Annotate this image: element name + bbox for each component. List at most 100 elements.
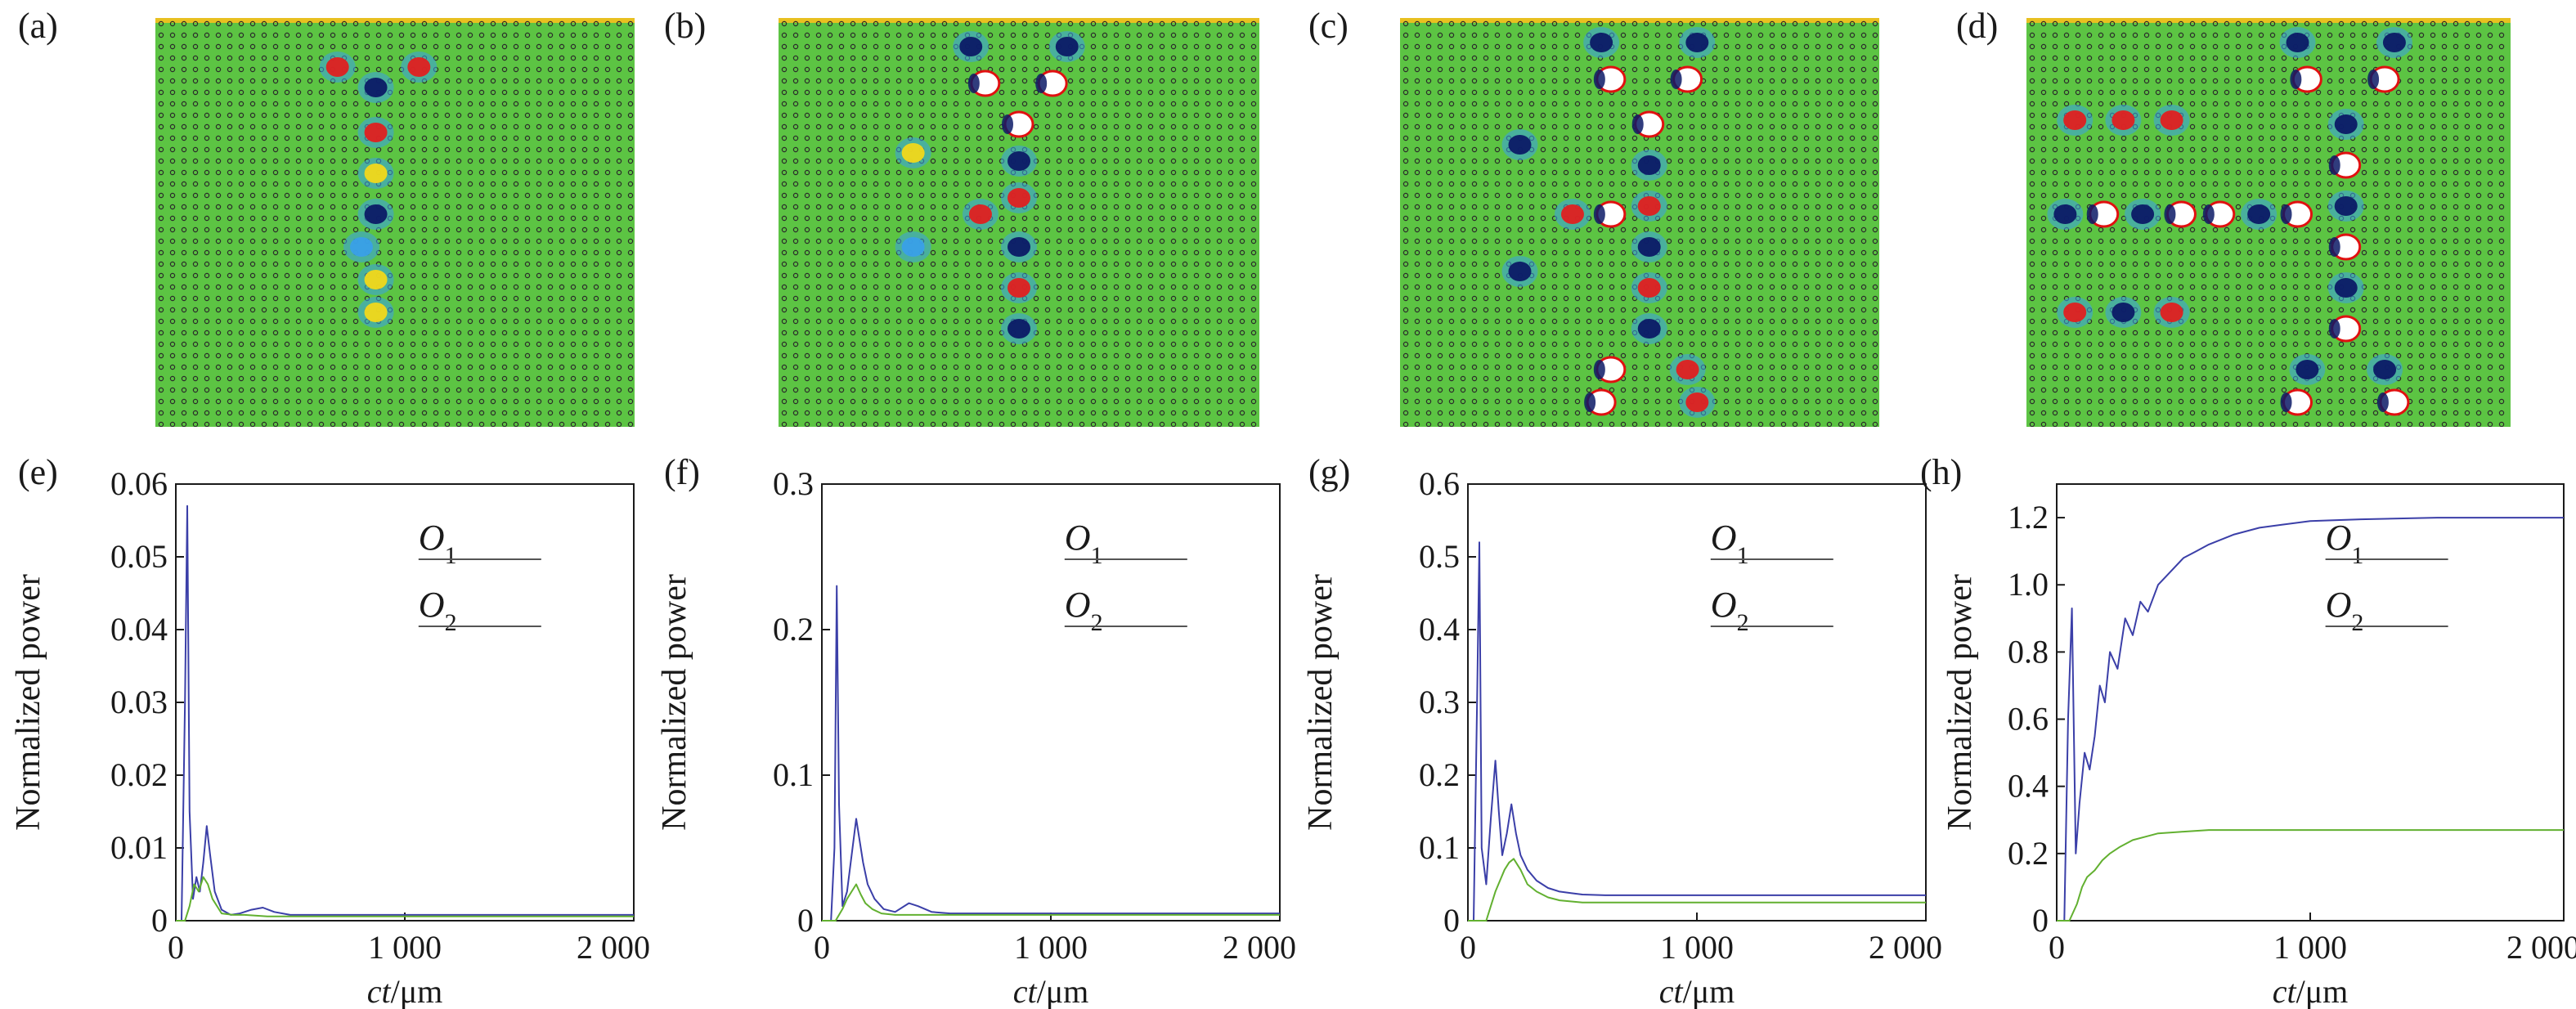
y-tick-label: 0.3	[773, 465, 814, 502]
field-intensity-spots	[1501, 27, 1716, 418]
panel-label-g: (g)	[1308, 452, 1351, 492]
series-line-O1	[2057, 517, 2564, 922]
legend-label-2: O2	[1065, 585, 1103, 636]
y-tick-label: 0.8	[2008, 633, 2049, 670]
y-tick-label: 0.6	[1419, 465, 1460, 502]
field-background	[155, 18, 635, 427]
x-axis: 0 1 000 2 000	[2049, 913, 2576, 966]
x-tick-label: 0	[1460, 929, 1476, 966]
y-axis-label: Normalized power	[1941, 574, 1979, 831]
photonic-crystal-lattice	[781, 20, 1257, 427]
y-axis: 0 0.2 0.4 0.6 0.8 1.0 1.2	[2008, 499, 2065, 939]
x-tick-label: 0	[168, 929, 184, 966]
series-line-O1	[822, 585, 1280, 922]
series-line-O1	[1468, 541, 1926, 922]
photonic-crystal-lattice	[2029, 20, 2505, 427]
field-intensity-spots	[895, 31, 1085, 344]
y-tick-label: 0	[151, 902, 168, 939]
series-line-O2	[2057, 829, 2564, 922]
series-line-O2	[1468, 858, 1926, 922]
y-tick-label: 0	[2032, 902, 2049, 939]
field-top-edge	[2026, 18, 2511, 23]
y-tick-label: 0.6	[2008, 701, 2049, 738]
field-top-edge	[155, 18, 635, 23]
x-axis-label: ct/μm	[367, 973, 443, 1009]
y-axis-label: Normalized power	[656, 574, 693, 831]
field-top-edge	[779, 18, 1259, 23]
series-line-O2	[822, 883, 1280, 922]
legend-label-1: O1	[1065, 518, 1103, 569]
x-axis: 0 1 000 2 000	[814, 913, 1296, 966]
x-tick-label: 0	[814, 929, 830, 966]
panel-label-e: (e)	[18, 452, 58, 492]
power-chart-g: 0 0.1 0.2 0.3 0.4 0.5 0.6 0 1 000 2 000 ct/μm Norma…	[1302, 465, 1942, 1009]
field-pattern-c	[1400, 18, 1879, 427]
plot-frame	[2056, 483, 2565, 922]
power-chart-f: 0 0.1 0.2 0.3 0 1 000 2 000 ct/μm Normalized pow…	[656, 465, 1296, 1009]
panel-label-b: (b)	[664, 6, 707, 46]
legend-label-2: O2	[419, 585, 457, 636]
field-pattern-b	[779, 18, 1259, 427]
y-tick-label: 0.04	[110, 611, 168, 648]
field-pattern-a	[155, 18, 635, 427]
power-chart-e: 0 0.01 0.02 0.03 0.04 0.05 0.06 0 1 000 2 000 ct/μ…	[10, 465, 650, 1009]
x-axis-label: ct/μm	[1013, 973, 1089, 1009]
y-tick-label: 0.01	[110, 829, 168, 866]
series-line-O1	[176, 504, 634, 922]
field-intensity-spots	[2047, 27, 2412, 416]
y-tick-label: 0.2	[2008, 835, 2049, 872]
y-tick-label: 0.4	[1419, 611, 1460, 648]
x-tick-label: 1 000	[1660, 929, 1734, 966]
x-tick-label: 2 000	[2506, 929, 2576, 966]
x-tick-label: 1 000	[2273, 929, 2347, 966]
legend-label-1: O1	[419, 518, 457, 569]
y-tick-label: 0	[1443, 902, 1460, 939]
y-tick-label: 0.06	[110, 465, 168, 502]
power-chart-h: 0 0.2 0.4 0.6 0.8 1.0 1.2 0 1 000 2 000 ct/μm Norma…	[1941, 483, 2576, 1009]
panel-label-d: (d)	[1956, 6, 1999, 46]
legend-label-1: O1	[2326, 518, 2364, 569]
legend-label-2: O2	[2326, 585, 2364, 636]
y-axis: 0 0.1 0.2 0.3	[773, 465, 830, 939]
photonic-crystal-lattice	[158, 20, 634, 427]
x-axis-label: ct/μm	[2273, 973, 2349, 1009]
field-pattern-d	[2026, 18, 2511, 427]
x-axis: 0 1 000 2 000	[1460, 913, 1942, 966]
panel-label-a: (a)	[18, 6, 58, 46]
series-line-O2	[176, 876, 634, 922]
y-tick-label: 0.2	[773, 611, 814, 648]
panel-label-c: (c)	[1308, 6, 1349, 46]
y-axis: 0 0.01 0.02 0.03 0.04 0.05 0.06	[110, 465, 184, 939]
x-tick-label: 2 000	[577, 929, 650, 966]
legend-label-1: O1	[1711, 518, 1749, 569]
y-axis-label: Normalized power	[10, 574, 47, 831]
x-tick-label: 1 000	[1014, 929, 1088, 966]
y-tick-label: 1.2	[2008, 499, 2049, 536]
panel-label-f: (f)	[664, 452, 700, 492]
x-tick-label: 2 000	[1869, 929, 1942, 966]
plot-frame	[1467, 483, 1927, 922]
y-tick-label: 0.02	[110, 756, 168, 793]
legend-label-2: O2	[1711, 585, 1749, 636]
x-axis-label: ct/μm	[1659, 973, 1735, 1009]
y-tick-label: 0.1	[1419, 829, 1460, 866]
y-axis-label: Normalized power	[1302, 574, 1340, 831]
y-tick-label: 0.3	[1419, 684, 1460, 720]
y-tick-label: 0.2	[1419, 756, 1460, 793]
field-top-edge	[1400, 18, 1879, 23]
field-background	[1400, 18, 1879, 427]
plot-frame	[175, 483, 635, 922]
y-tick-label: 0.03	[110, 684, 168, 720]
x-tick-label: 0	[2049, 929, 2065, 966]
y-tick-label: 0.5	[1419, 538, 1460, 575]
x-tick-label: 1 000	[368, 929, 442, 966]
y-axis: 0 0.1 0.2 0.3 0.4 0.5 0.6	[1419, 465, 1476, 939]
x-tick-label: 2 000	[1223, 929, 1296, 966]
y-tick-label: 1.0	[2008, 566, 2049, 603]
y-tick-label: 0.05	[110, 538, 168, 575]
y-tick-label: 0.4	[2008, 768, 2049, 805]
